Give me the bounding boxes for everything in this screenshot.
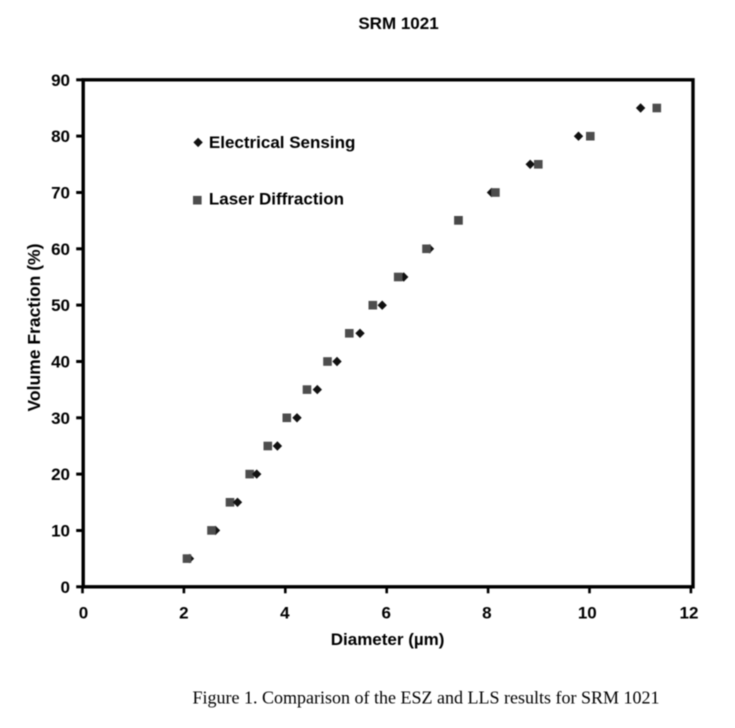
svg-text:40: 40 xyxy=(51,353,70,372)
svg-text:80: 80 xyxy=(51,127,70,146)
svg-text:0: 0 xyxy=(79,604,88,623)
svg-text:10: 10 xyxy=(51,522,70,541)
svg-text:Volume Fraction (%): Volume Fraction (%) xyxy=(24,244,44,412)
svg-text:60: 60 xyxy=(51,240,70,259)
svg-text:70: 70 xyxy=(51,184,70,203)
svg-text:2: 2 xyxy=(179,604,188,623)
svg-text:0: 0 xyxy=(61,578,70,597)
svg-text:4: 4 xyxy=(280,604,290,623)
svg-text:8: 8 xyxy=(482,604,491,623)
svg-text:12: 12 xyxy=(680,604,699,623)
svg-text:10: 10 xyxy=(578,604,597,623)
svg-text:SRM 1021: SRM 1021 xyxy=(358,14,438,33)
svg-text:Figure 1. Comparison of the ES: Figure 1. Comparison of the ESZ and LLS … xyxy=(193,688,660,708)
svg-text:6: 6 xyxy=(381,604,390,623)
svg-text:Laser Diffraction: Laser Diffraction xyxy=(209,190,344,209)
svg-text:Diameter (µm): Diameter (µm) xyxy=(331,630,445,649)
svg-text:30: 30 xyxy=(51,409,70,428)
svg-text:Electrical Sensing: Electrical Sensing xyxy=(209,133,355,152)
svg-text:50: 50 xyxy=(51,296,70,315)
svg-text:20: 20 xyxy=(51,465,70,484)
svg-text:90: 90 xyxy=(51,71,70,90)
